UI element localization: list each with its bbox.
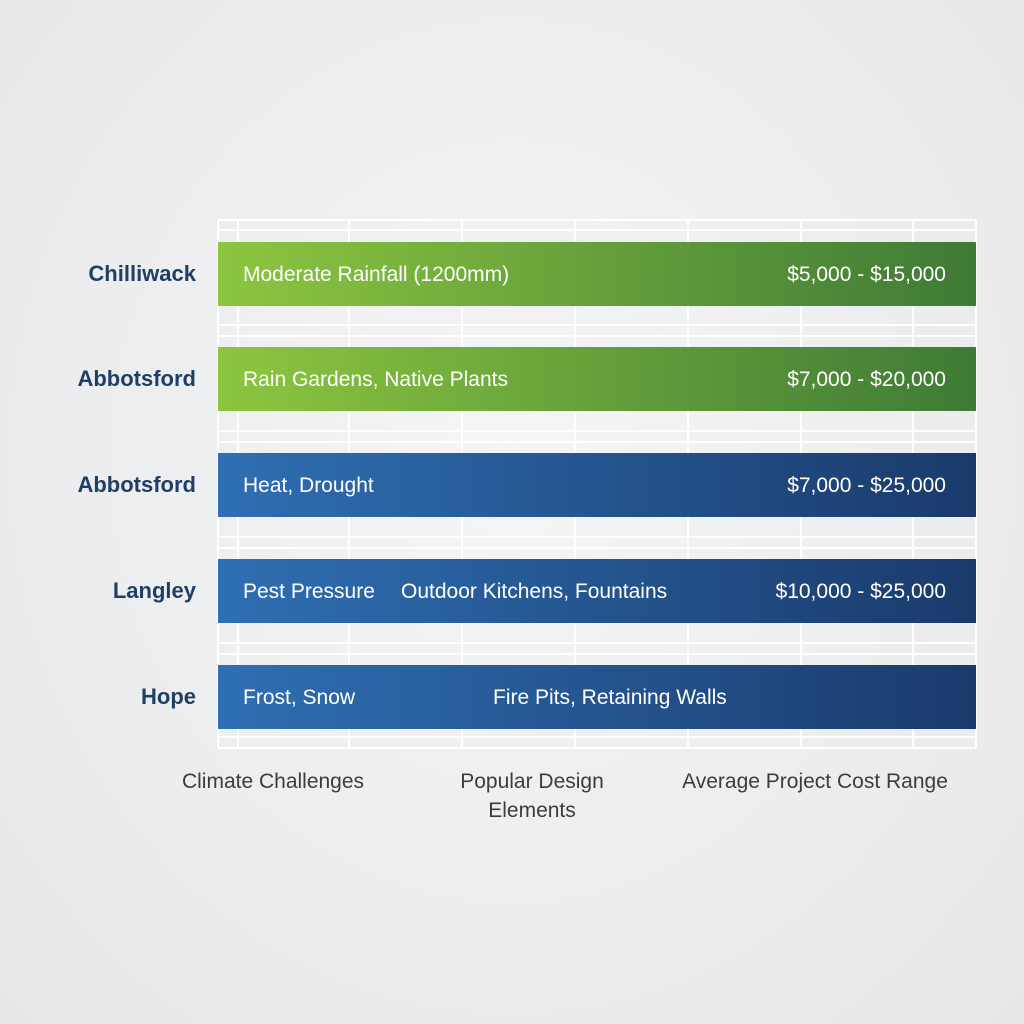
row-label: Langley <box>113 578 197 603</box>
cell-text: Fire Pits, Retaining Walls <box>493 686 727 709</box>
cell-text: Frost, Snow <box>243 686 356 709</box>
cell-text: Outdoor Kitchens, Fountains <box>401 580 667 603</box>
row-bar <box>218 242 976 306</box>
bars-layer <box>218 242 976 729</box>
row-label: Abbotsford <box>77 472 196 497</box>
grid-layer <box>217 219 977 749</box>
row-bar <box>218 453 976 517</box>
row-bar <box>218 665 976 729</box>
row-bar <box>218 347 976 411</box>
column-label: Average Project Cost Range <box>682 770 948 793</box>
column-label: Popular Design Elements <box>460 770 604 822</box>
row-label: Hope <box>141 684 196 709</box>
cell-text: Pest Pressure <box>243 580 375 603</box>
cell-text: $7,000 - $25,000 <box>787 474 946 497</box>
cell-text: Heat, Drought <box>243 474 374 497</box>
cell-text: $7,000 - $20,000 <box>787 368 946 391</box>
row-bar <box>218 559 976 623</box>
labels-layer: Chilliwack Moderate Rainfall (1200mm) $5,0… <box>77 261 947 822</box>
cell-text: Moderate Rainfall (1200mm) <box>243 263 509 286</box>
row-label: Chilliwack <box>88 261 196 286</box>
row-label: Abbotsford <box>77 366 196 391</box>
cell-text: Rain Gardens, Native Plants <box>243 368 508 391</box>
cell-text: $10,000 - $25,000 <box>776 580 946 603</box>
cell-text: $5,000 - $15,000 <box>787 263 946 286</box>
column-label: Climate Challenges <box>182 770 364 793</box>
